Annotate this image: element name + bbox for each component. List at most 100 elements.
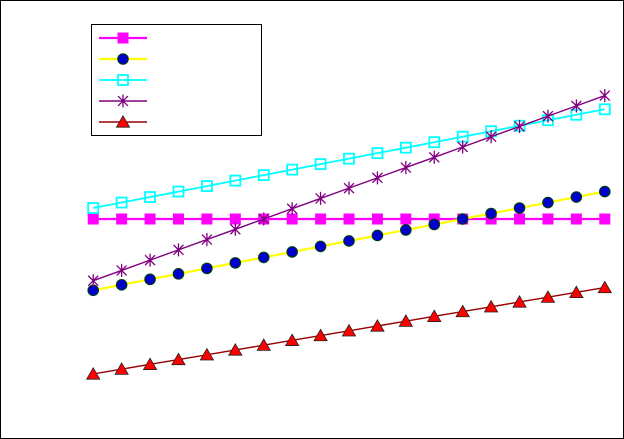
marker-open-square <box>399 141 412 154</box>
marker-circle <box>428 218 441 231</box>
marker-circle <box>598 185 611 198</box>
marker-circle <box>286 246 298 258</box>
marker-open-square <box>117 74 129 86</box>
marker-triangle <box>284 333 300 346</box>
marker-triangle <box>85 366 101 380</box>
marker-asterisk <box>116 263 127 278</box>
legend-sample-cost-price-icon <box>99 74 147 86</box>
marker-circle <box>314 240 327 253</box>
marker-square <box>172 213 184 225</box>
marker-circle <box>400 224 412 236</box>
marker-triangle <box>483 299 499 313</box>
marker-circle <box>570 191 583 203</box>
marker-circle <box>485 207 497 220</box>
legend-sample-variable-costs-icon <box>99 53 147 65</box>
marker-open-square <box>144 191 156 203</box>
marker-open-square <box>343 152 355 165</box>
marker-open-square <box>172 185 185 198</box>
marker-circle <box>115 279 128 291</box>
marker-open-square <box>314 158 327 171</box>
marker-circle <box>371 229 384 242</box>
marker-open-square <box>286 163 299 176</box>
marker-triangle <box>256 338 272 351</box>
marker-asterisk <box>542 109 554 123</box>
marker-asterisk <box>258 212 269 226</box>
marker-asterisk <box>173 243 184 257</box>
marker-circle <box>172 268 185 280</box>
marker-asterisk <box>87 274 99 288</box>
marker-triangle <box>142 357 158 370</box>
legend-sample-revenue-icon <box>99 94 147 108</box>
marker-triangle <box>540 290 556 303</box>
marker-triangle <box>569 285 584 298</box>
marker-square <box>343 213 355 225</box>
marker-circle <box>513 202 526 214</box>
marker-triangle <box>426 309 442 322</box>
marker-open-square <box>598 103 611 116</box>
marker-square <box>87 213 99 225</box>
marker-triangle <box>228 342 243 356</box>
legend-sample-profit-icon <box>99 114 147 128</box>
legend-item-revenue[interactable] <box>98 91 259 111</box>
marker-circle <box>343 235 355 247</box>
marker-square <box>201 213 213 225</box>
marker-triangle <box>370 318 385 332</box>
legend-item-profit[interactable] <box>98 112 259 132</box>
marker-asterisk <box>315 191 326 206</box>
marker-asterisk <box>343 181 355 195</box>
marker-circle <box>229 257 242 269</box>
marker-square <box>599 213 611 225</box>
marker-circle <box>201 262 213 275</box>
marker-triangle <box>313 328 328 342</box>
series-1 <box>87 213 611 225</box>
marker-triangle <box>171 352 186 366</box>
marker-triangle <box>199 347 215 361</box>
marker-open-square <box>428 136 441 149</box>
marker-open-square <box>115 196 128 209</box>
marker-asterisk <box>286 202 298 216</box>
legend-item-fixed-costs[interactable] <box>98 28 259 48</box>
series-4 <box>87 88 611 288</box>
legend-item-variable-costs[interactable] <box>98 49 259 69</box>
marker-square <box>514 213 526 225</box>
marker-asterisk <box>599 88 611 103</box>
marker-asterisk <box>201 232 213 247</box>
marker-circle <box>456 213 469 225</box>
marker-square <box>286 213 298 225</box>
marker-square <box>570 213 582 225</box>
marker-triangle <box>114 362 129 375</box>
marker-circle <box>117 53 129 65</box>
marker-open-square <box>257 169 270 182</box>
marker-circle <box>542 196 554 209</box>
marker-square <box>400 213 412 225</box>
marker-square <box>371 213 383 225</box>
marker-asterisk <box>514 119 525 134</box>
marker-triangle <box>597 280 613 294</box>
marker-square <box>315 213 327 225</box>
marker-square <box>117 32 129 44</box>
legend[interactable] <box>91 24 262 136</box>
marker-asterisk <box>372 171 383 185</box>
series-2 <box>87 185 611 297</box>
marker-open-square <box>200 180 213 192</box>
marker-triangle <box>455 304 470 318</box>
marker-open-square <box>87 202 100 214</box>
marker-asterisk <box>429 150 440 164</box>
marker-asterisk <box>144 253 156 267</box>
series-5 <box>85 280 613 380</box>
marker-asterisk <box>117 94 129 108</box>
marker-open-square <box>371 147 384 160</box>
marker-triangle <box>512 294 527 308</box>
marker-asterisk <box>230 222 241 236</box>
marker-asterisk <box>485 130 497 144</box>
marker-open-square <box>229 174 242 187</box>
marker-square <box>116 213 128 225</box>
marker-square <box>229 213 241 225</box>
legend-item-cost-price[interactable] <box>98 70 259 90</box>
legend-sample-fixed-costs-icon <box>99 32 147 44</box>
marker-asterisk <box>457 140 468 154</box>
marker-circle <box>257 251 270 264</box>
marker-circle <box>144 273 156 286</box>
